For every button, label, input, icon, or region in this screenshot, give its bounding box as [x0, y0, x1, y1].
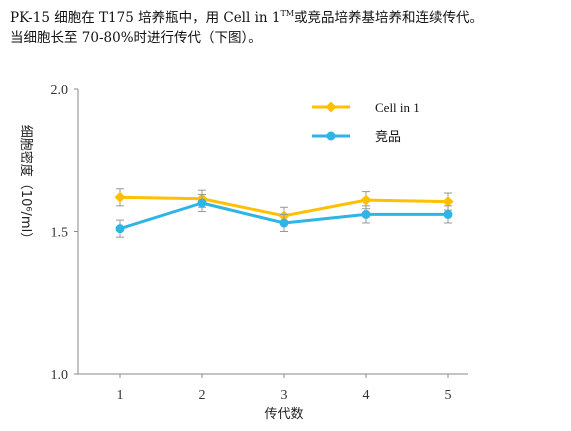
data-point	[279, 218, 289, 228]
data-point	[197, 198, 207, 208]
series-2	[115, 193, 453, 238]
chart-axes	[77, 89, 468, 375]
legend-label: 竞品	[375, 129, 401, 145]
chart-ticks: 1.0 1.5 2.0 1 2 3 4 5	[51, 83, 452, 403]
data-point	[115, 224, 125, 234]
caption-line-1-text: PK-15 细胞在 T175 培养瓶中，用 Cell in 1	[10, 10, 281, 26]
data-point	[361, 209, 371, 219]
x-tick-label: 3	[281, 388, 288, 403]
caption-line-1-end: 或竞品培养基培养和连续传代。	[294, 10, 484, 26]
caption-line-2: 当细胞长至 70-80%时进行传代（下图）。	[10, 30, 262, 46]
x-tick-label: 4	[363, 388, 370, 403]
caption: PK-15 细胞在 T175 培养瓶中，用 Cell in 1TM或竞品培养基培…	[10, 8, 565, 48]
caption-line-1: PK-15 细胞在 T175 培养瓶中，用 Cell in 1TM或竞品培养基培…	[10, 8, 565, 28]
trademark-superscript: TM	[280, 9, 295, 18]
data-point	[360, 194, 372, 206]
y-tick-label: 1.0	[51, 368, 69, 383]
chart-series	[114, 188, 454, 238]
data-point	[114, 191, 126, 203]
x-tick-label: 1	[117, 388, 124, 403]
x-tick-label: 2	[199, 388, 206, 403]
y-tick-label: 1.5	[51, 226, 69, 241]
y-axis-title: 细胞密度（10⁶/ml）	[18, 125, 34, 245]
data-point	[442, 196, 454, 208]
x-axis-title: 传代数	[264, 407, 303, 422]
legend-marker	[326, 131, 336, 141]
legend-label: Cell in 1	[375, 100, 420, 115]
y-tick-label: 2.0	[51, 83, 69, 98]
x-tick-label: 5	[445, 388, 452, 403]
legend-marker	[325, 101, 337, 113]
chart-legend: Cell in 1 竞品	[312, 100, 420, 145]
data-point	[443, 209, 453, 219]
